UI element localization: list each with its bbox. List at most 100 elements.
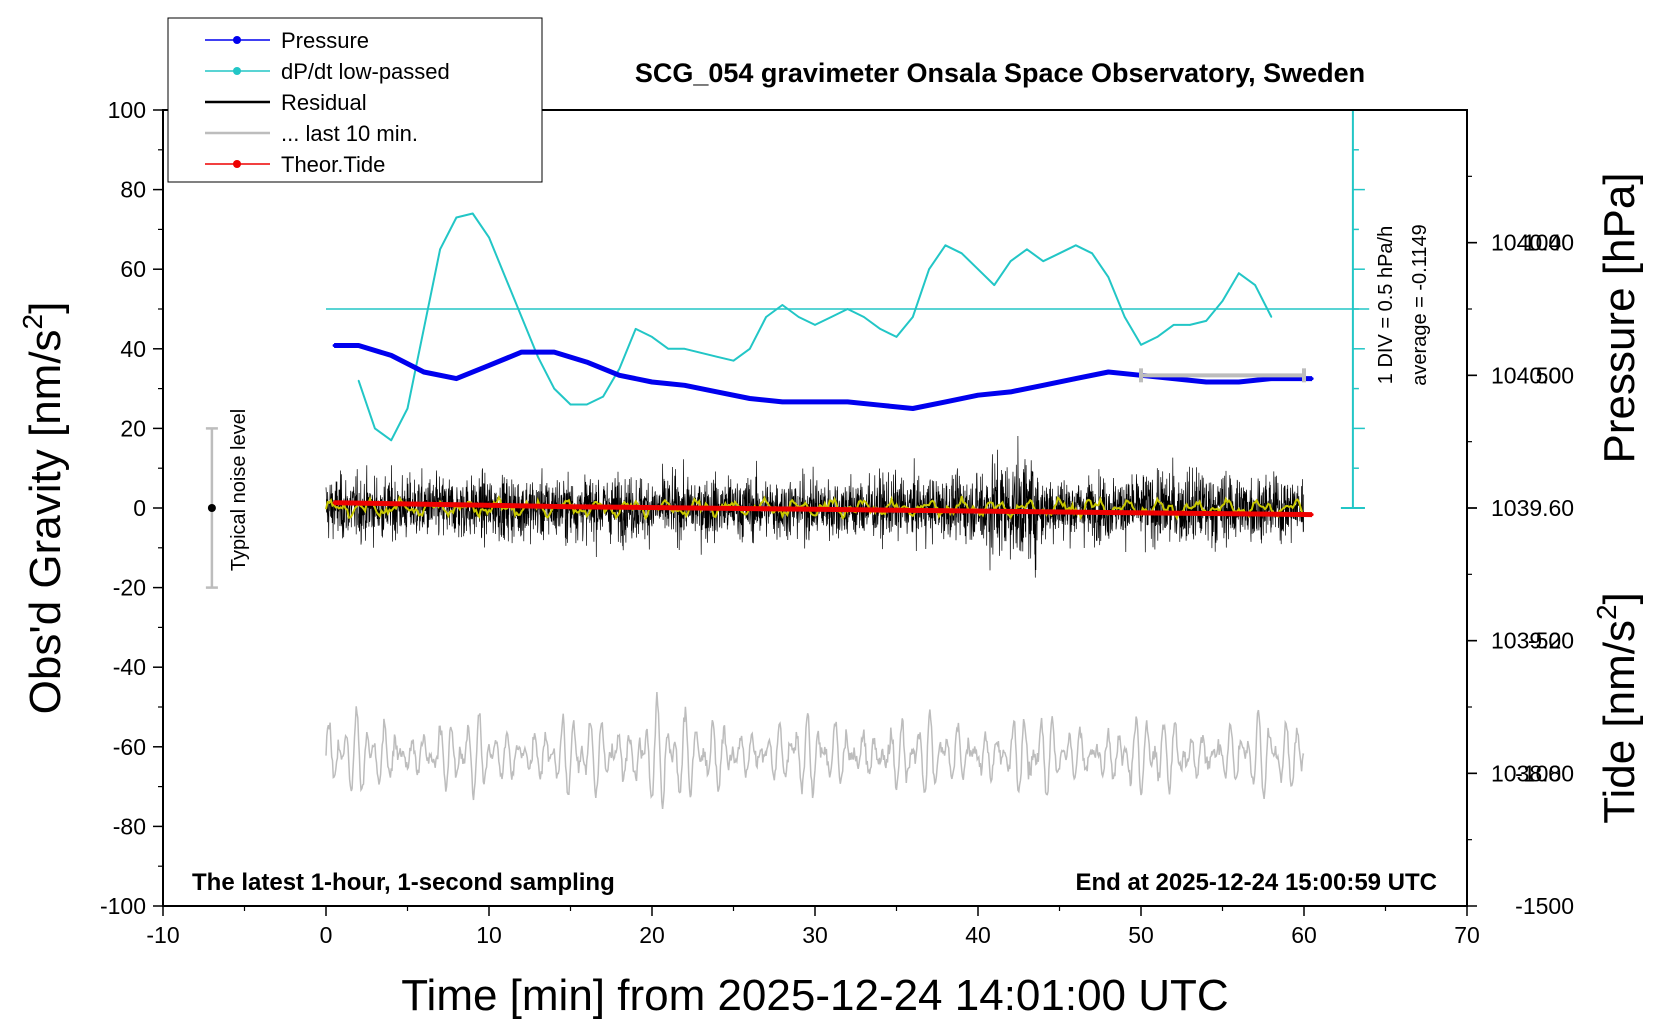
x-tick-label: 60 [1291, 922, 1317, 948]
theor-tide-point [569, 505, 572, 509]
x-tick-label: 10 [476, 922, 502, 948]
legend-label: dP/dt low-passed [281, 59, 450, 84]
legend-box [167, 17, 543, 183]
x-tick-label: 40 [965, 922, 991, 948]
x-tick-label: 30 [802, 922, 828, 948]
theor-tide-point [332, 501, 336, 505]
tide-tick-label: -1500 [1515, 893, 1574, 919]
dp-dt-low-passed-point [993, 284, 996, 286]
dp-dt-low-passed-point [390, 439, 393, 442]
dp-dt-low-passed-point [1042, 260, 1044, 263]
dp-dt-low-passed-point [651, 336, 653, 338]
x-axis-label: Time [min] from 2025-12-24 14:01:00 UTC [401, 971, 1228, 1020]
dp-dt-low-passed-point [1205, 320, 1207, 322]
end-time-note: End at 2025-12-24 15:00:59 UTC [1076, 869, 1438, 896]
legend-marker [233, 160, 241, 168]
dp-dt-low-passed-point [1058, 252, 1061, 255]
dp-dt-low-passed-point [912, 316, 914, 318]
dp-dt-low-passed-point [374, 427, 376, 430]
legend-marker [233, 67, 241, 75]
dp-dt-low-passed-point [455, 216, 458, 219]
dp-dt-low-passed-point [406, 407, 409, 410]
pressure-point [617, 373, 621, 377]
pressure-point [332, 344, 336, 347]
dp-dt-low-passed-point [716, 356, 718, 358]
y-tick-label: 0 [133, 495, 146, 521]
y-axis-label: Obs'd Gravity [nm/s2] [17, 302, 70, 715]
y-axis-ticks: -100 -80 -60 -40 -20 0 20 40 60 80 100 [100, 97, 163, 919]
legend-label: Theor.Tide [281, 152, 385, 177]
dp-dt-low-passed-point [1189, 324, 1191, 326]
noise-level-bar [205, 427, 218, 589]
legend-marker [233, 36, 241, 44]
y-tick-label: -80 [113, 813, 146, 839]
pressure-point [357, 344, 361, 347]
tide-axis-ticks: -1500 -1000 -500 0 500 1000 [1467, 230, 1574, 919]
pressure-axis-ticks: 1038.8 1039.2 1039.6 1040.0 1040.4 [1467, 175, 1562, 841]
x-tick-label: 50 [1128, 922, 1154, 948]
dp-dt-low-passed-point [960, 252, 963, 255]
residual-trace [325, 435, 1305, 578]
pressure-point [878, 403, 882, 407]
dp-dt-low-passed-point [1238, 272, 1240, 275]
x-tick-label: 0 [320, 922, 333, 948]
tide-tick-label: 1000 [1523, 230, 1574, 256]
dpdt-series [357, 212, 1273, 442]
tide-tick-label: 0 [1561, 495, 1574, 521]
last-10-min-trace [325, 691, 1305, 809]
pressure-tick-label: 1039.6 [1491, 495, 1561, 521]
dp-dt-low-passed-point [439, 248, 441, 251]
dp-dt-low-passed-point [423, 328, 425, 330]
last10-line [325, 691, 1305, 809]
dp-dt-low-passed-point [553, 387, 555, 390]
pressure-point [780, 400, 784, 404]
dp-dt-low-passed-point [830, 316, 833, 318]
dp-dt-low-passed-point [1123, 316, 1126, 318]
pressure-point [1310, 377, 1314, 381]
x-axis-ticks: -10 0 10 20 30 40 50 60 70 [146, 906, 1480, 948]
residual-line [325, 435, 1305, 578]
legend-label: ... last 10 min. [281, 121, 418, 146]
dp-dt-low-passed-point [504, 276, 507, 279]
y-tick-label: 80 [120, 177, 146, 203]
dp-dt-low-passed-point [1221, 300, 1224, 302]
pressure-point [683, 383, 687, 387]
dp-dt-low-passed-point [1156, 336, 1159, 338]
x-tick-label: 70 [1454, 922, 1480, 948]
pressure-point [1237, 380, 1241, 384]
dp-dt-low-passed-point [1009, 260, 1012, 263]
dp-dt-low-passed-point [814, 324, 816, 326]
dpdt-scale-label: 1 DIV = 0.5 hPa/h [1375, 226, 1397, 384]
noise-level-label: Typical noise level [228, 409, 250, 571]
y-tick-label: 20 [120, 415, 146, 441]
pressure-tick-label: 1039.2 [1491, 628, 1561, 654]
y-tick-label: 40 [120, 336, 146, 362]
dp-dt-low-passed-point [1254, 284, 1256, 286]
y-tick-label: -100 [100, 893, 146, 919]
theor-tide-point [813, 507, 817, 511]
dp-dt-low-passed-point [1091, 252, 1093, 255]
pressure-point [585, 360, 589, 364]
ten-min-bar [1139, 368, 1306, 383]
sampling-note: The latest 1-hour, 1-second sampling [192, 869, 615, 896]
dp-dt-low-passed-point [944, 244, 947, 247]
pressure-point [748, 397, 752, 400]
tide-tick-label: -1000 [1515, 760, 1574, 786]
tide-axis-label-close: ] [1595, 592, 1644, 604]
dp-dt-low-passed-point [1107, 276, 1110, 279]
dp-dt-low-passed-point [928, 268, 930, 271]
theor-tide-point [1058, 510, 1061, 514]
tide-tick-label: 500 [1536, 362, 1574, 388]
dp-dt-low-passed-point [618, 367, 621, 370]
y-axis-label-text: Obs'd Gravity [nm/s [21, 329, 70, 714]
dp-dt-low-passed-point [683, 348, 686, 350]
y-tick-label: -40 [113, 654, 146, 680]
legend: Pressure dP/dt low-passed Residual ... last… [167, 17, 543, 183]
dp-dt-low-passed-point [1026, 248, 1028, 251]
pressure-axis-label: Pressure [hPa] [1595, 172, 1644, 463]
dp-dt-low-passed-line [357, 212, 1273, 442]
tide-tick-label: -500 [1528, 628, 1574, 654]
legend-label: Residual [281, 90, 367, 115]
dp-dt-low-passed-point [537, 356, 539, 358]
dp-dt-low-passed-point [879, 328, 881, 330]
